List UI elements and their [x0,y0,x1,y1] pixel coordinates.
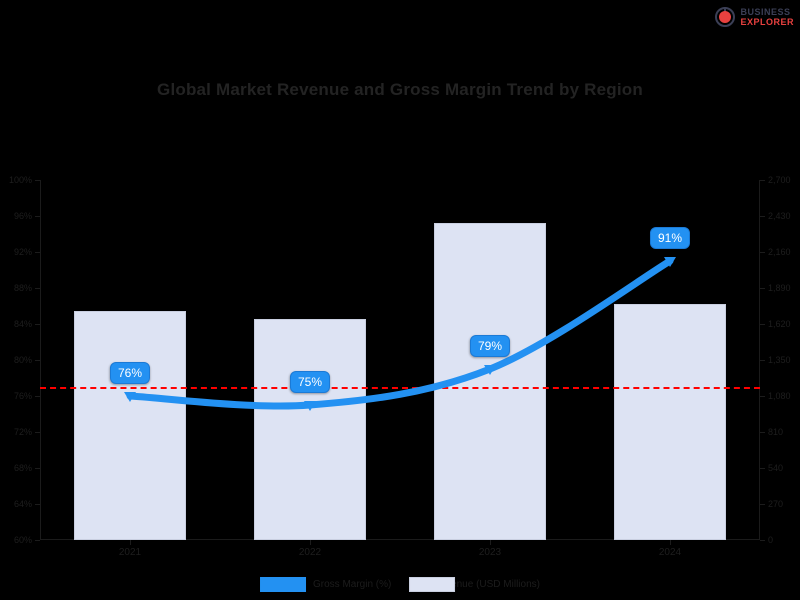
y-axis-right [759,180,760,540]
y-tick-label-right: 0 [768,535,774,545]
brand-logo: BUSINESS EXPLORER [714,3,794,31]
bar[interactable] [254,318,366,540]
y-tick-label-left: 72% [13,427,32,437]
y-tick-right [760,252,765,253]
line-value-label: 76% [109,362,151,384]
legend-swatch-line-icon [260,577,307,592]
y-tick-label-left: 92% [13,247,32,257]
line-series [124,257,676,411]
x-axis-label: 2023 [478,547,502,558]
y-tick-left [35,396,40,397]
y-tick-left [35,324,40,325]
line-value-label: 91% [649,227,691,249]
x-tick [310,540,311,545]
y-tick-label-left: 80% [13,355,32,365]
bar[interactable] [74,310,186,540]
y-axis-left [40,180,41,540]
x-tick [670,540,671,545]
x-axis-label: 2022 [298,547,322,558]
y-tick-left [35,216,40,217]
y-tick-left [35,360,40,361]
x-tick [490,540,491,545]
y-tick-label-right: 2,160 [768,247,791,257]
plot-area: 100% 96% 92% 88% 84% 80% 76% 72% 68% 64% 60% 2,700… [9,175,791,558]
y-tick-label-right: 1,080 [768,391,791,401]
y-tick-label-left: 76% [13,391,32,401]
y-tick-left [35,252,40,253]
legend-label-bar: Total Revenue (USD Millions) [409,579,540,590]
line-value-label: 75% [289,371,331,393]
y-tick-right [760,468,765,469]
x-axis-label: 2021 [118,547,142,558]
y-tick-label-left: 96% [13,211,32,221]
y-tick-label-right: 540 [768,463,784,473]
y-tick-left [35,540,40,541]
logo-target-icon [714,6,736,28]
y-tick-label-right: 1,890 [768,283,791,293]
chart-legend: Gross Margin (%) Total Revenue (USD Mill… [260,577,540,592]
y-tick-right [760,216,765,217]
y-tick-label-right: 810 [768,427,784,437]
logo-text: BUSINESS EXPLORER [740,6,794,27]
y-tick-label-left: 60% [13,535,32,545]
legend-item-line[interactable]: Gross Margin (%) [260,577,391,592]
y-tick-left [35,432,40,433]
line-marker[interactable] [304,401,316,411]
line-path [126,257,674,410]
chart-title: Global Market Revenue and Gross Margin T… [157,80,643,99]
bar[interactable] [614,304,726,540]
line-value-label: 79% [469,335,511,357]
y-tick-right [760,180,765,181]
logo-line1: BUSINESS [740,6,791,17]
y-tick-right [760,324,765,325]
y-tick-label-right: 270 [768,499,784,509]
y-tick-right [760,540,765,541]
y-tick-left [35,288,40,289]
y-tick-right [760,432,765,433]
y-tick-label-left: 100% [8,175,32,185]
line-marker[interactable] [664,257,676,267]
legend-label-line: Gross Margin (%) [313,579,392,590]
legend-swatch-bar-icon [409,577,456,592]
y-tick-left [35,468,40,469]
legend-item-bar[interactable]: Total Revenue (USD Millions) [409,577,540,592]
y-tick-label-left: 68% [13,463,32,473]
y-tick-right [760,504,765,505]
y-tick-label-left: 84% [13,319,32,329]
y-tick-label-left: 88% [13,283,32,293]
line-marker[interactable] [124,392,136,402]
y-tick-right [760,288,765,289]
y-tick-left [35,180,40,181]
y-tick-label-right: 1,620 [768,319,791,329]
x-axis-label: 2024 [658,547,682,558]
x-axis [40,539,760,540]
reference-line [40,387,760,389]
line-marker[interactable] [484,365,496,375]
y-tick-label-left: 64% [13,499,32,509]
y-tick-label-right: 1,350 [768,355,791,365]
y-tick-right [760,396,765,397]
y-tick-label-right: 2,430 [768,211,791,221]
y-tick-left [35,504,40,505]
x-tick [130,540,131,545]
logo-line2: EXPLORER [740,16,794,27]
y-tick-label-right: 2,700 [768,175,791,185]
y-tick-right [760,360,765,361]
